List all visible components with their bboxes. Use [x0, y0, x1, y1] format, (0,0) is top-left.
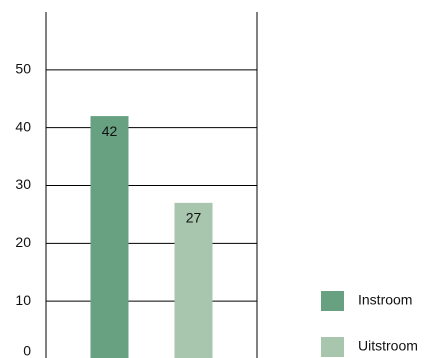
y-tick-label: 40 — [15, 118, 31, 134]
data-label: 27 — [186, 210, 202, 226]
bar — [90, 116, 129, 358]
legend-label: Instroom — [358, 292, 412, 308]
legend-label: Uitstroom — [358, 338, 418, 354]
y-tick-label: 20 — [15, 234, 31, 250]
y-tick-label: 0 — [23, 343, 31, 358]
data-label: 42 — [102, 123, 118, 139]
y-tick-label: 50 — [15, 61, 31, 77]
y-tick-label: 10 — [15, 292, 31, 308]
y-tick-label: 30 — [15, 176, 31, 192]
legend-swatch — [321, 291, 344, 311]
legend-swatch — [321, 337, 344, 357]
bar — [174, 202, 213, 358]
